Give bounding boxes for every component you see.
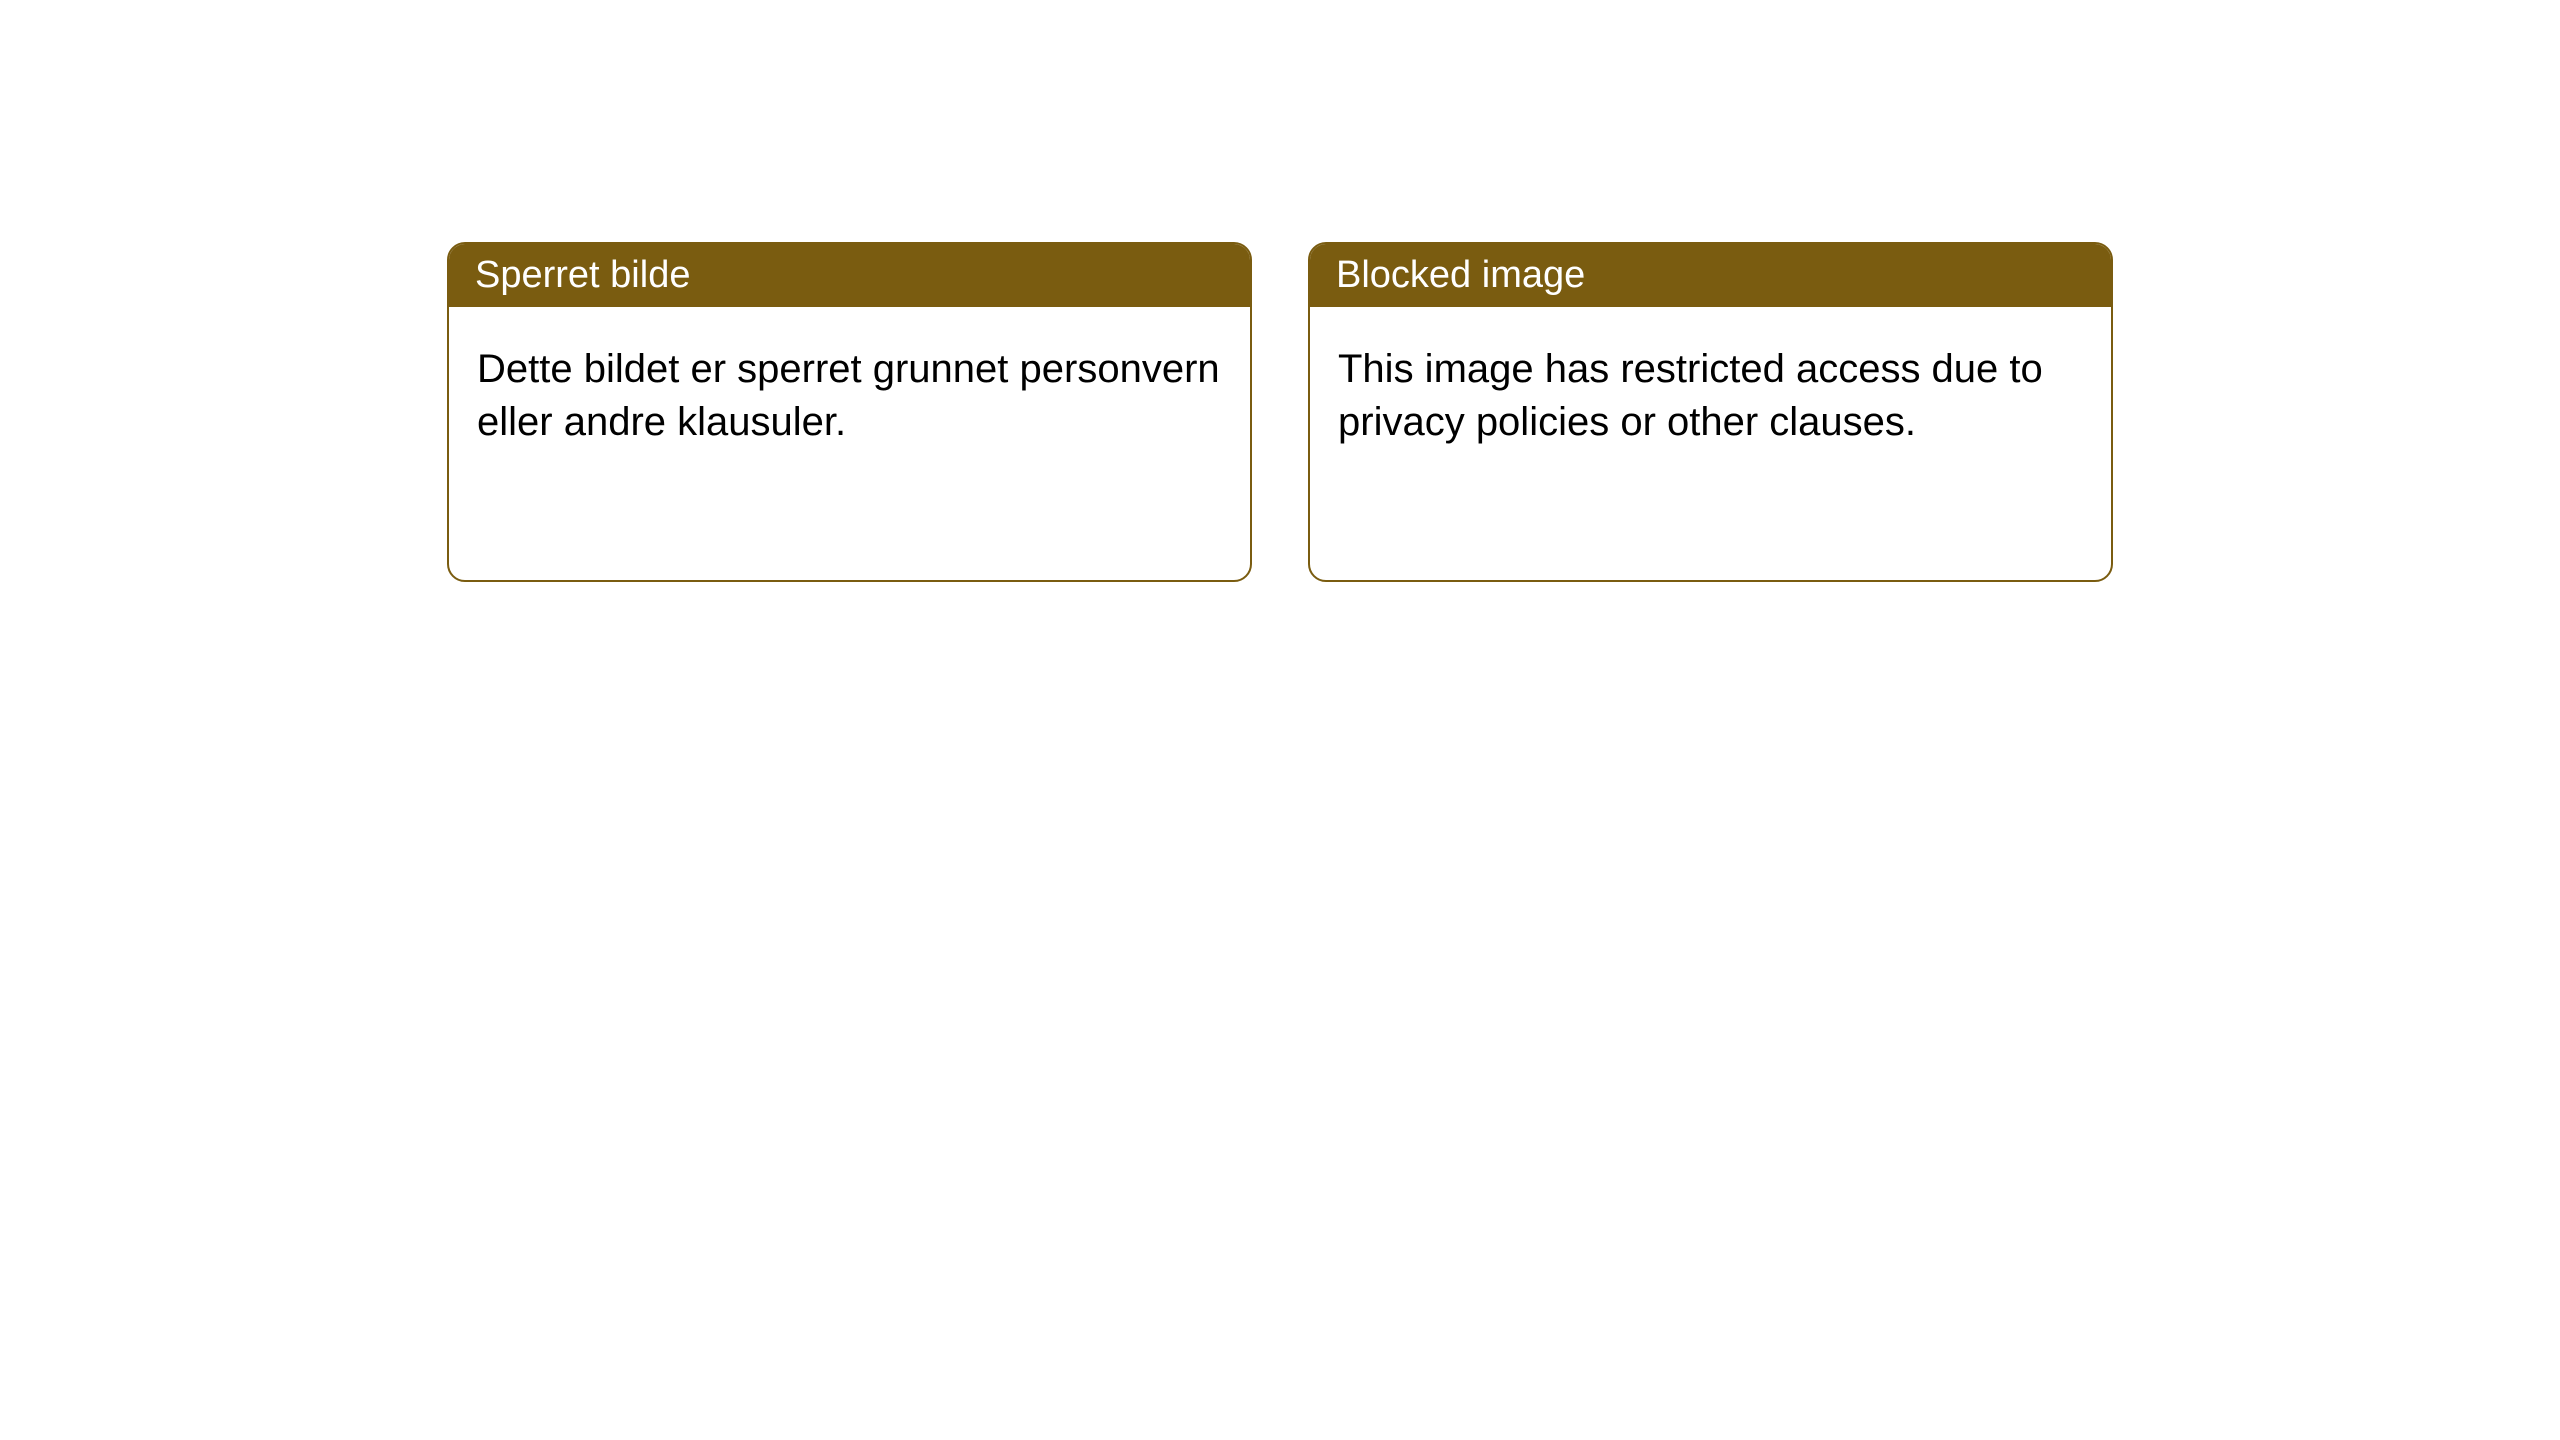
card-body-text: This image has restricted access due to … <box>1338 347 2043 444</box>
card-body: This image has restricted access due to … <box>1310 307 2111 485</box>
blocked-image-card-norwegian: Sperret bilde Dette bildet er sperret gr… <box>447 242 1252 582</box>
card-title: Sperret bilde <box>475 254 690 296</box>
card-header: Blocked image <box>1310 244 2111 307</box>
card-title: Blocked image <box>1336 254 1585 296</box>
notice-container: Sperret bilde Dette bildet er sperret gr… <box>447 242 2113 1440</box>
blocked-image-card-english: Blocked image This image has restricted … <box>1308 242 2113 582</box>
card-body-text: Dette bildet er sperret grunnet personve… <box>477 347 1220 444</box>
card-header: Sperret bilde <box>449 244 1250 307</box>
card-body: Dette bildet er sperret grunnet personve… <box>449 307 1250 485</box>
